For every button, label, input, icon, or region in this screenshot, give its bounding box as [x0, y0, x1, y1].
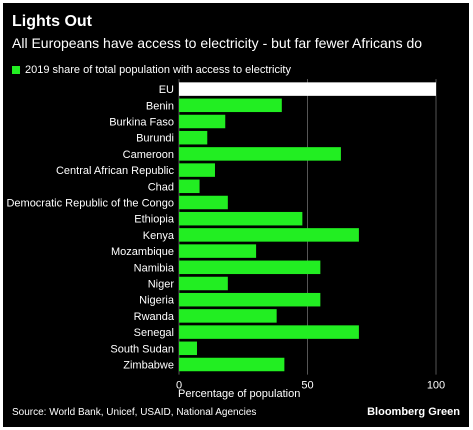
category-label: Benin	[146, 100, 174, 112]
category-label: Niger	[148, 279, 175, 291]
category-label: Central African Republic	[56, 165, 175, 177]
x-tick-label: 0	[176, 380, 182, 392]
category-label: Burkina Faso	[109, 117, 174, 129]
legend-label: 2019 share of total population with acce…	[25, 64, 291, 76]
bar-eu	[179, 82, 436, 96]
bar-namibia	[179, 260, 321, 275]
chart-title: Lights Out	[12, 13, 92, 30]
bar-mozambique	[179, 244, 257, 258]
category-label: Cameroon	[123, 149, 174, 161]
bar-kenya	[179, 228, 359, 242]
chart-card: Lights Out All Europeans have access to …	[3, 3, 469, 427]
bar-south-sudan	[179, 341, 197, 356]
category-label: South Sudan	[110, 343, 174, 355]
brand-logo: Bloomberg Green	[367, 406, 460, 418]
category-label: Ethiopia	[134, 214, 175, 226]
category-label: Democratic Republic of the Congo	[6, 198, 174, 210]
bar-benin	[179, 98, 282, 113]
x-tick-label: 50	[301, 380, 313, 392]
x-axis-label: Percentage of population	[178, 388, 300, 400]
legend: 2019 share of total population with acce…	[12, 64, 291, 76]
category-label: EU	[159, 84, 174, 96]
bar-chart: EU Benin Burkina Faso Burundi Cameroon Centra…	[6, 79, 445, 400]
bar-burkina-faso	[179, 114, 226, 129]
category-label: Namibia	[134, 262, 175, 274]
x-tick-label: 100	[427, 380, 445, 392]
category-label: Zimbabwe	[123, 360, 174, 372]
bar-ethiopia	[179, 211, 303, 226]
category-label: Senegal	[134, 327, 174, 339]
category-label: Mozambique	[111, 246, 174, 258]
bar-burundi	[179, 130, 208, 145]
bar-cameroon	[179, 147, 341, 161]
legend-swatch	[12, 66, 20, 74]
category-label: Kenya	[143, 230, 175, 242]
bar-zimbabwe	[179, 357, 285, 372]
bar-central-african-republic	[179, 163, 215, 177]
category-label: Rwanda	[134, 311, 175, 323]
category-label: Nigeria	[139, 295, 175, 307]
category-label: Burundi	[136, 133, 174, 145]
source-note: Source: World Bank, Unicef, USAID, Natio…	[12, 407, 257, 418]
bar-nigeria	[179, 292, 321, 307]
bar-senegal	[179, 325, 359, 339]
category-label: Chad	[148, 181, 174, 193]
bar-democratic-republic-of-the-congo	[179, 195, 228, 210]
bar-niger	[179, 276, 228, 291]
chart-subtitle: All Europeans have access to electricity…	[12, 35, 423, 51]
bar-rwanda	[179, 309, 277, 323]
bar-chad	[179, 179, 200, 194]
